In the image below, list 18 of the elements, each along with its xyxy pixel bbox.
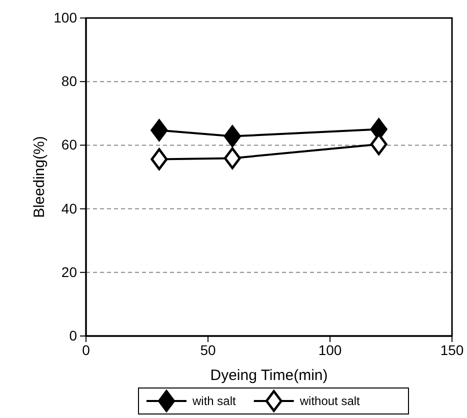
point [150,119,168,142]
x-tick-label: 100 [318,342,342,358]
x-tick-label: 50 [200,342,216,358]
y-tick-label: 40 [61,200,78,216]
y-tick-label: 80 [61,73,78,90]
point [150,148,168,170]
y-tick-label: 60 [61,136,78,153]
x-tick-label: 0 [82,342,90,358]
y-tick-label: 20 [61,264,78,280]
y-axis-title: Bleeding(%) [31,136,48,218]
legend-label: without salt [298,394,361,408]
point [224,125,241,148]
y-tick-label: 0 [69,327,78,344]
x-axis-title: Dyeing Time(min) [210,367,328,384]
legend-label: with salt [192,394,237,408]
y-tick-label: 100 [54,9,78,26]
point [224,147,241,170]
x-tick-label: 150 [440,342,464,358]
